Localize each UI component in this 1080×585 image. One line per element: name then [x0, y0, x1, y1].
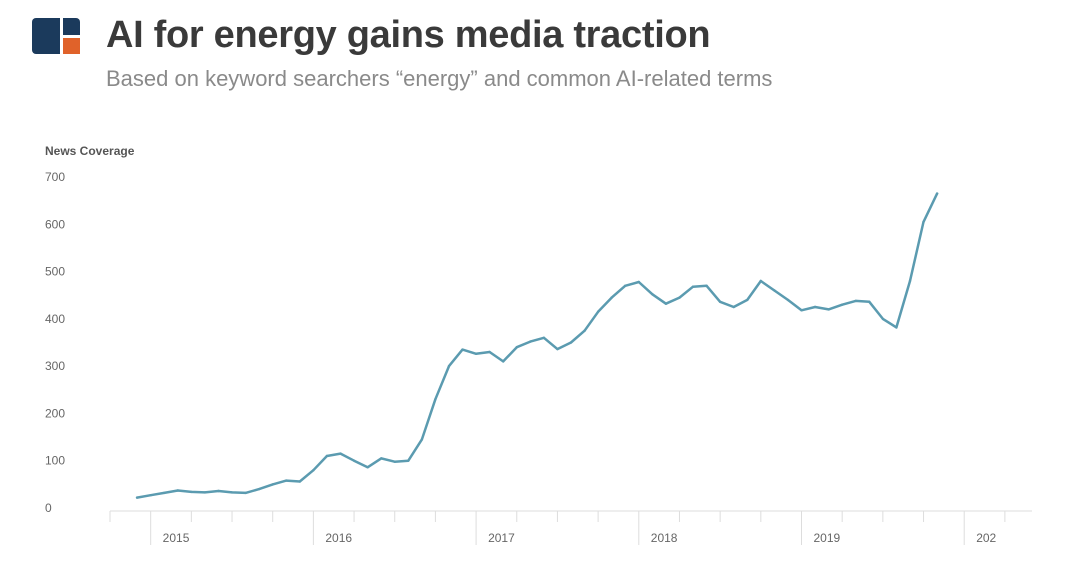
data-point — [841, 303, 844, 306]
data-point — [325, 454, 329, 458]
data-point — [746, 298, 749, 302]
data-point — [149, 494, 152, 497]
data-point — [583, 329, 586, 332]
data-point — [827, 308, 830, 311]
y-tick-label: 200 — [45, 406, 65, 420]
chart-header: AI for energy gains media traction Based… — [32, 14, 1052, 104]
data-point — [461, 348, 464, 351]
data-point — [800, 309, 803, 312]
data-point — [881, 317, 885, 321]
data-point — [488, 350, 491, 354]
data-point — [868, 300, 871, 303]
x-tick-label: 2015 — [163, 531, 190, 545]
data-point — [732, 305, 735, 309]
data-point — [366, 466, 369, 469]
data-point — [515, 346, 518, 349]
y-tick-label: 700 — [45, 170, 65, 184]
data-points — [135, 192, 939, 499]
data-point — [271, 483, 274, 486]
data-point — [163, 491, 166, 495]
data-point — [447, 364, 451, 368]
data-point — [759, 279, 762, 283]
x-tick-label: 2018 — [651, 531, 678, 545]
data-point — [257, 487, 261, 491]
data-point — [217, 489, 220, 493]
data-point — [542, 336, 546, 339]
y-tick-label: 400 — [45, 312, 65, 326]
y-tick-label: 100 — [45, 454, 65, 468]
chart-title: AI for energy gains media traction — [106, 14, 711, 56]
data-point — [935, 192, 939, 195]
chart-subtitle: Based on keyword searchers “energy” and … — [106, 66, 773, 91]
data-point — [176, 489, 179, 492]
y-axis-label: News Coverage — [45, 144, 135, 158]
data-point — [135, 496, 139, 499]
x-tick-label: 2016 — [325, 531, 352, 545]
data-point — [474, 352, 478, 355]
data-point — [773, 289, 776, 292]
data-point — [908, 279, 912, 283]
data-point — [854, 299, 857, 303]
data-point — [596, 310, 600, 313]
data-point — [569, 341, 573, 344]
data-point — [664, 302, 668, 305]
x-tick-label: 202 — [976, 531, 996, 545]
data-point — [380, 457, 383, 460]
data-point — [922, 220, 925, 224]
data-point — [529, 340, 532, 343]
y-tick-label: 300 — [45, 359, 65, 373]
data-point — [190, 490, 193, 494]
data-point — [637, 280, 640, 284]
data-point — [651, 293, 654, 296]
data-point — [610, 296, 613, 299]
data-point — [813, 305, 817, 309]
y-tick-label: 600 — [45, 217, 65, 231]
data-point — [705, 284, 708, 287]
y-tick-label: 500 — [45, 265, 65, 279]
data-point — [312, 469, 315, 472]
data-point — [244, 491, 247, 495]
data-point — [678, 296, 681, 299]
data-point — [339, 452, 342, 455]
y-tick-label: 0 — [45, 501, 52, 515]
data-point — [434, 398, 437, 401]
data-point — [393, 460, 396, 463]
data-point — [786, 298, 790, 302]
series-line — [135, 192, 939, 499]
data-point — [298, 480, 301, 483]
line-chart: News Coverage 0 100 200 300 400 500 600 700 201… — [45, 144, 1032, 545]
data-point — [420, 438, 424, 441]
data-point — [556, 347, 559, 351]
data-point — [407, 459, 410, 462]
data-point — [718, 300, 722, 303]
data-point — [203, 491, 207, 494]
data-point — [285, 479, 288, 482]
x-tick-label: 2019 — [814, 531, 841, 545]
y-axis-ticks: 0 100 200 300 400 500 600 700 — [45, 170, 65, 515]
data-point — [352, 459, 356, 462]
data-point — [624, 284, 627, 287]
x-tick-label: 2017 — [488, 531, 515, 545]
x-axis-ticks: 2015 2016 2017 2018 2019 202 — [109, 511, 1006, 545]
logo-icon — [32, 18, 80, 54]
data-point — [895, 326, 898, 329]
data-point — [502, 360, 505, 363]
data-point — [691, 285, 695, 288]
data-point — [230, 491, 234, 494]
